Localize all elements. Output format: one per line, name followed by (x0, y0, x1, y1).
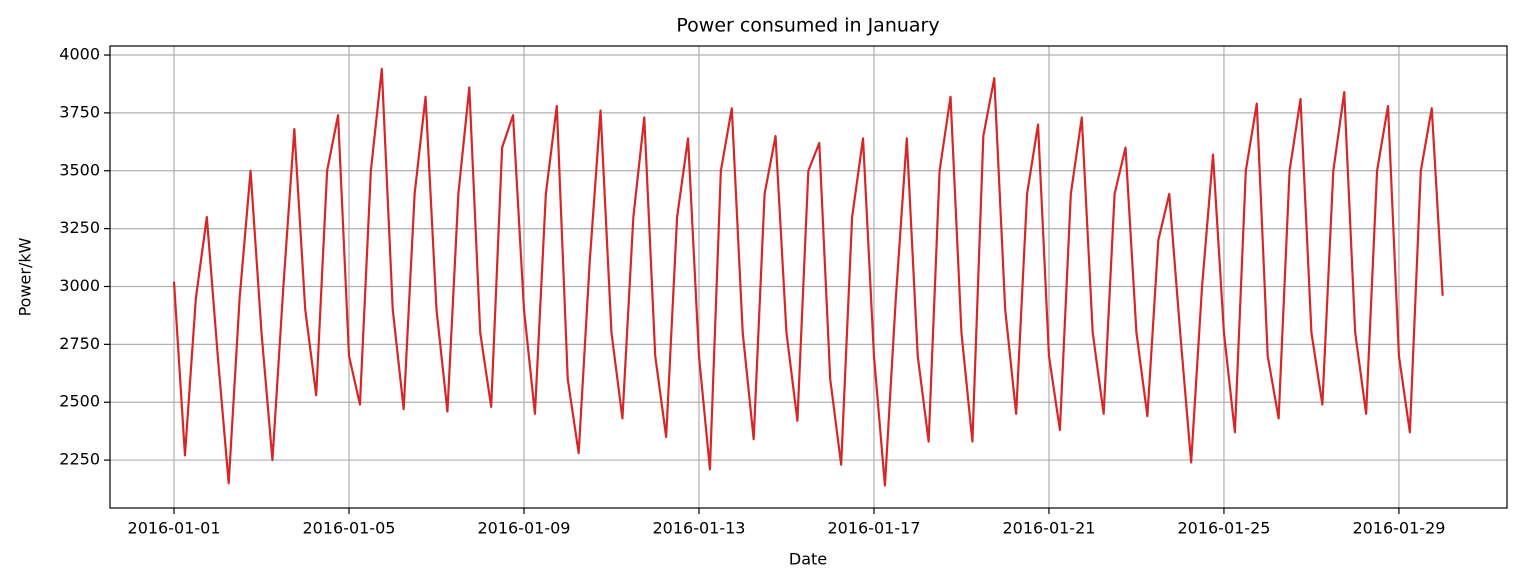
y-tick-label: 4000 (59, 45, 100, 64)
x-tick-label: 2016-01-13 (652, 519, 745, 538)
y-tick-label: 3000 (59, 276, 100, 295)
y-tick-label: 3750 (59, 102, 100, 121)
x-tick-label: 2016-01-01 (128, 519, 221, 538)
x-tick-label: 2016-01-17 (827, 519, 920, 538)
y-tick-label: 2750 (59, 334, 100, 353)
y-axis-label: Power/kW (16, 237, 35, 316)
x-axis-label: Date (789, 550, 827, 569)
x-tick-label: 2016-01-29 (1352, 519, 1445, 538)
y-tick-label: 2500 (59, 392, 100, 411)
chart-title: Power consumed in January (676, 15, 939, 37)
y-tick-label: 2250 (59, 450, 100, 469)
y-tick-label: 3250 (59, 218, 100, 237)
x-tick-label: 2016-01-21 (1002, 519, 1095, 538)
x-tick-label: 2016-01-05 (303, 519, 396, 538)
plot-frame (109, 45, 1508, 509)
x-tick-label: 2016-01-09 (477, 519, 570, 538)
x-tick-label: 2016-01-25 (1177, 519, 1270, 538)
y-tick-label: 3500 (59, 160, 100, 179)
line-series (172, 67, 1444, 487)
